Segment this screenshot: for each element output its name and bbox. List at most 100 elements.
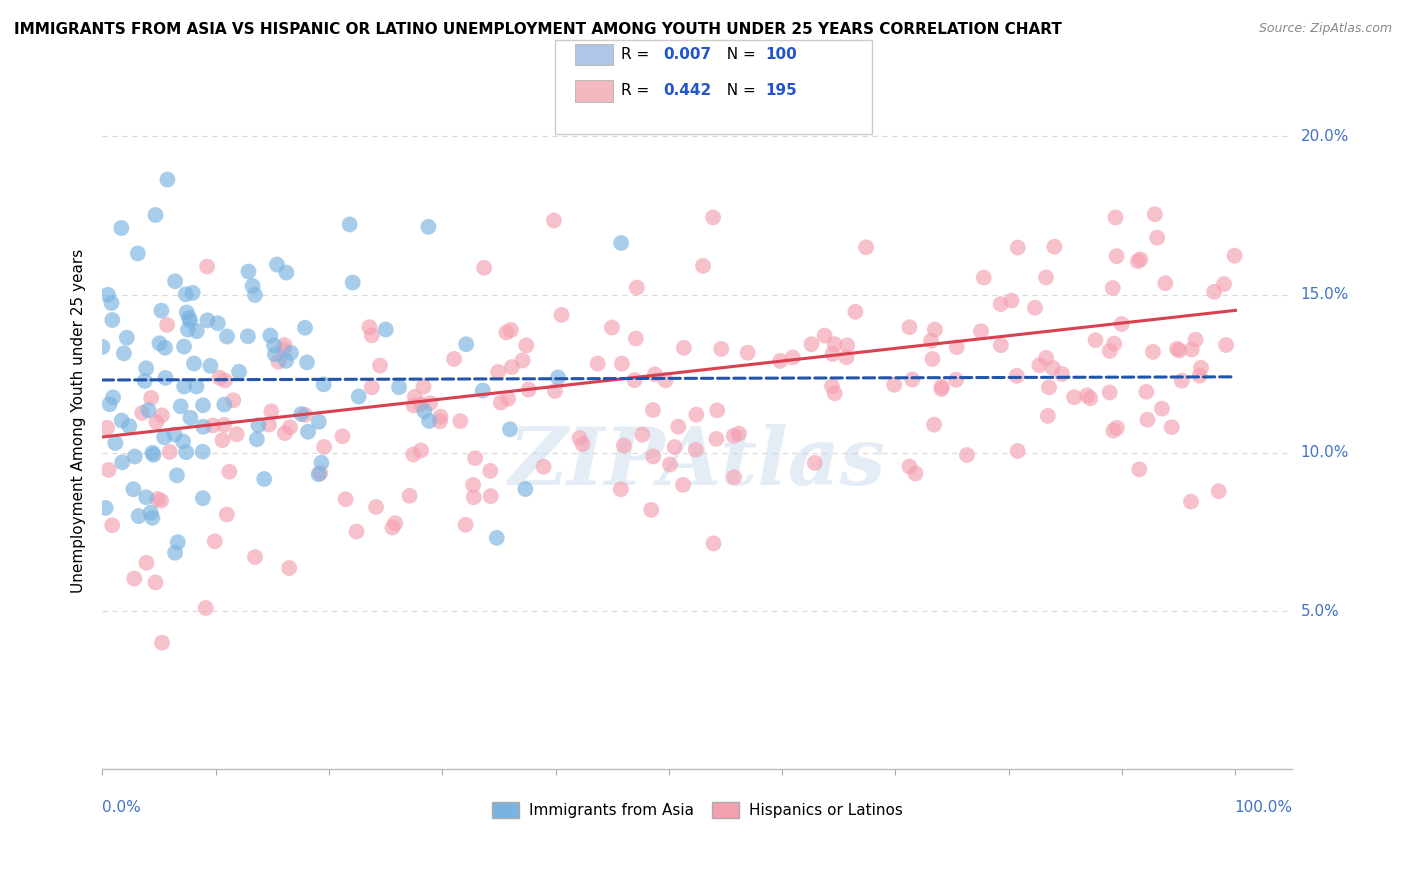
Point xyxy=(463,490,485,504)
Point xyxy=(215,329,238,343)
Point xyxy=(156,318,179,332)
Point xyxy=(1168,343,1191,358)
Point xyxy=(155,371,177,385)
Point xyxy=(124,450,146,464)
Point xyxy=(263,338,285,352)
Point xyxy=(623,373,645,387)
Point xyxy=(571,437,593,451)
Point xyxy=(1000,293,1022,308)
Point xyxy=(418,219,440,234)
Point xyxy=(101,390,124,404)
Point xyxy=(243,550,266,565)
Point xyxy=(150,409,173,423)
Point xyxy=(1105,249,1128,263)
Point xyxy=(156,172,179,186)
Point xyxy=(931,380,953,394)
Point xyxy=(308,415,330,429)
Point xyxy=(499,323,522,337)
Point xyxy=(97,288,120,302)
Point xyxy=(97,463,120,477)
Point xyxy=(165,546,187,560)
Text: 100: 100 xyxy=(765,47,797,62)
Point xyxy=(600,320,623,334)
Point xyxy=(515,482,537,496)
Point xyxy=(278,561,301,575)
Point xyxy=(98,397,121,411)
Point xyxy=(266,258,288,272)
Point xyxy=(309,466,332,480)
Point xyxy=(1084,333,1107,347)
Text: 5.0%: 5.0% xyxy=(1301,604,1339,618)
Point xyxy=(1035,351,1057,365)
Point xyxy=(1050,367,1073,381)
Point xyxy=(402,399,425,413)
Text: 0.0%: 0.0% xyxy=(103,800,141,815)
Point xyxy=(150,493,173,508)
Point xyxy=(1028,359,1050,373)
Point xyxy=(183,357,205,371)
Point xyxy=(472,260,495,275)
Point xyxy=(610,235,633,250)
Point xyxy=(496,392,519,406)
Point xyxy=(1181,343,1204,357)
Point xyxy=(211,433,233,447)
Point xyxy=(1223,249,1246,263)
Point xyxy=(814,328,837,343)
Point xyxy=(122,572,145,586)
Point xyxy=(672,341,695,355)
Point xyxy=(658,458,681,472)
Point xyxy=(312,440,335,454)
Point xyxy=(533,459,555,474)
Point xyxy=(128,509,150,524)
Point xyxy=(1111,317,1133,331)
Point xyxy=(200,359,222,373)
Point xyxy=(404,390,426,404)
Point xyxy=(1043,240,1066,254)
Point xyxy=(1146,230,1168,244)
Point xyxy=(384,516,406,530)
Point xyxy=(898,459,921,474)
Point xyxy=(342,276,364,290)
Point xyxy=(409,398,432,412)
Legend: Immigrants from Asia, Hispanics or Latinos: Immigrants from Asia, Hispanics or Latin… xyxy=(486,797,908,824)
Point xyxy=(1154,277,1177,291)
Point xyxy=(346,524,368,539)
Point xyxy=(186,379,208,393)
Point xyxy=(145,208,167,222)
Point xyxy=(945,373,967,387)
Point xyxy=(568,431,591,445)
Point xyxy=(339,218,361,232)
Point xyxy=(1135,384,1157,399)
Point xyxy=(413,404,436,418)
Point xyxy=(515,338,537,352)
Point xyxy=(139,506,162,520)
Point xyxy=(208,370,231,384)
Point xyxy=(96,421,118,435)
Point xyxy=(364,500,387,514)
Point xyxy=(429,409,451,424)
Point xyxy=(150,636,173,650)
Point xyxy=(419,396,441,410)
Point xyxy=(118,419,141,434)
Point xyxy=(1035,270,1057,285)
Point xyxy=(359,320,381,334)
Point xyxy=(181,285,204,300)
Point xyxy=(146,491,169,506)
Point xyxy=(486,365,509,379)
Point xyxy=(294,320,316,334)
Point xyxy=(641,403,664,417)
Point xyxy=(264,347,287,361)
Point xyxy=(1098,385,1121,400)
Point xyxy=(626,280,648,294)
Point xyxy=(517,383,540,397)
Point xyxy=(931,382,953,396)
Point xyxy=(501,360,523,375)
Point xyxy=(990,297,1012,311)
Point xyxy=(202,418,225,433)
Point xyxy=(228,365,250,379)
Point xyxy=(191,398,214,412)
Text: 0.442: 0.442 xyxy=(664,84,711,98)
Point xyxy=(243,288,266,302)
Point xyxy=(1215,338,1237,352)
Point xyxy=(1180,494,1202,508)
